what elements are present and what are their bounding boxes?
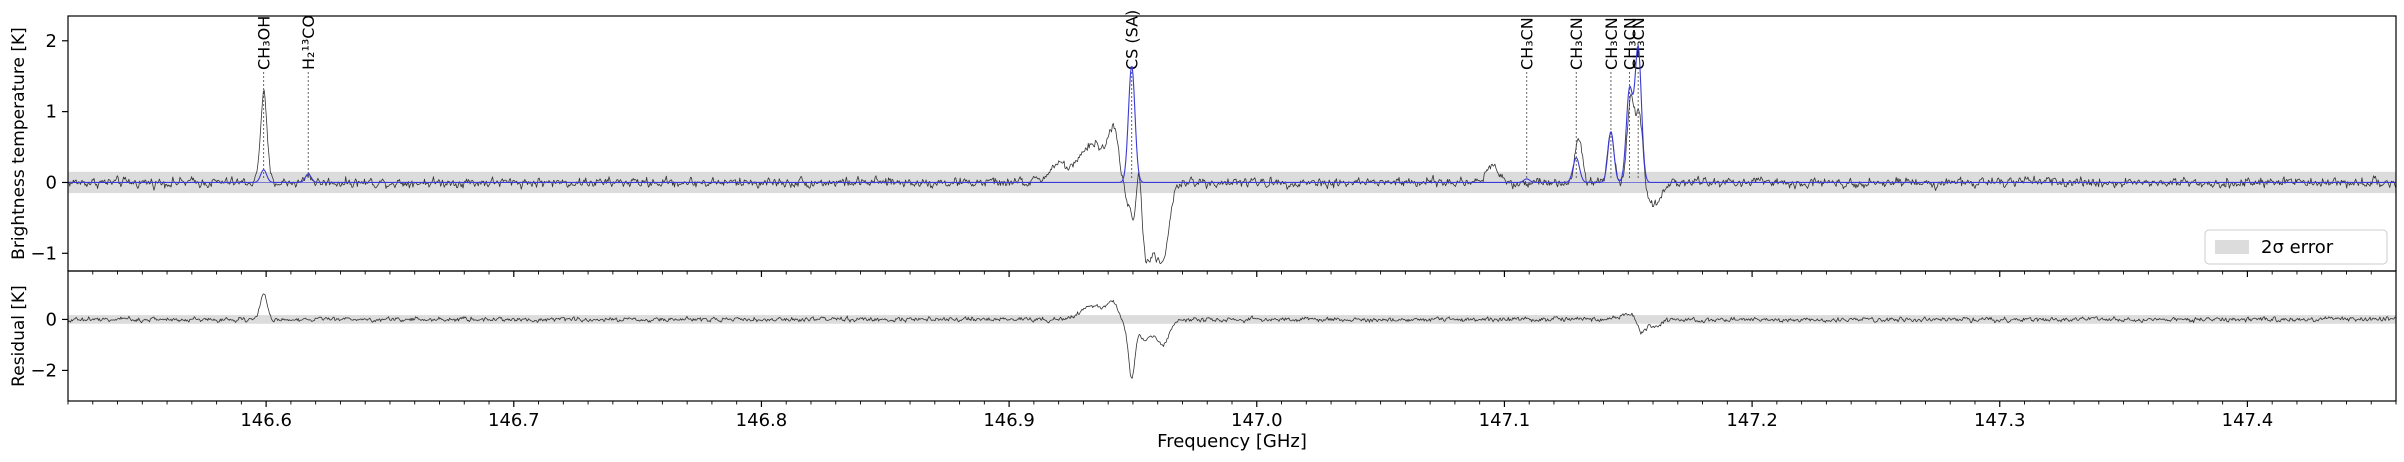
y-tick-label: 0 <box>46 309 57 330</box>
x-tick-label: 147.1 <box>1479 410 1531 431</box>
y-tick-label: −2 <box>30 360 57 381</box>
top-x-ticks <box>67 271 2397 277</box>
annotation-label: CH₃CN <box>1602 17 1621 70</box>
x-tick-label: 146.7 <box>488 410 540 431</box>
top-panel: CH₃OH H₂¹³CO CS (SA) CH₃CN CH₃CN CH₃CN CH₃CNCH… <box>9 10 2397 277</box>
x-tick-label: 146.6 <box>240 410 292 431</box>
top-y-ticks: −1 0 1 2 <box>30 31 68 264</box>
x-tick-label: 147.2 <box>1726 410 1778 431</box>
bottom-axes-frame <box>67 270 2397 402</box>
bottom-y-ticks: −2 0 <box>30 309 68 381</box>
x-tick-label: 146.9 <box>983 410 1035 431</box>
annotation-label: CH₃CN <box>1518 17 1537 70</box>
legend-swatch-error-band <box>2215 240 2249 254</box>
legend-box <box>2204 229 2388 265</box>
top-y-axis-label: Brightness temperature [K] <box>9 27 29 260</box>
legend-label-error-band: 2σ error <box>2261 237 2334 258</box>
annotation-label: CH₃CN <box>1629 17 1648 70</box>
top-series <box>67 44 2397 264</box>
bottom-panel: −20 146.6 146.7 146.8 146.9 147.0 147.1 147.2 1… <box>9 270 2397 452</box>
annotation-label: H₂¹³CO <box>299 15 318 70</box>
annotation-label: CH₃CN <box>1620 17 1639 70</box>
series-line-observed <box>67 89 2397 264</box>
series-line-model <box>68 44 2396 184</box>
x-tick-label: 147.3 <box>1974 410 2026 431</box>
x-tick-label: 147.4 <box>2222 410 2274 431</box>
y-tick-label: −1 <box>30 243 57 264</box>
bottom-y-axis-label: Residual [K] <box>9 285 29 387</box>
top-axes-frame <box>67 15 2397 272</box>
bottom-series <box>67 293 2397 379</box>
annotation-label: CH₃CN <box>1567 17 1586 70</box>
bottom-x-ticks: 146.6 146.7 146.8 146.9 147.0 147.1 147.2 147.3… <box>67 401 2397 431</box>
x-tick-label: 146.8 <box>736 410 788 431</box>
line-annotations: CH₃OH H₂¹³CO CS (SA) CH₃CN CH₃CN CH₃CN CH₃CNCH… <box>255 10 1648 179</box>
y-tick-label: 1 <box>46 102 57 123</box>
annotation-label: CS (SA) <box>1123 10 1142 70</box>
x-axis-label: Frequency [GHz] <box>1157 431 1307 452</box>
y-tick-label: 0 <box>46 172 57 193</box>
series-line-residual <box>67 293 2397 379</box>
y-tick-label: 2 <box>46 31 57 52</box>
x-tick-label: 147.0 <box>1231 410 1283 431</box>
annotation-label: CH₃OH <box>255 16 274 70</box>
legend: 2σ error <box>2204 229 2388 265</box>
